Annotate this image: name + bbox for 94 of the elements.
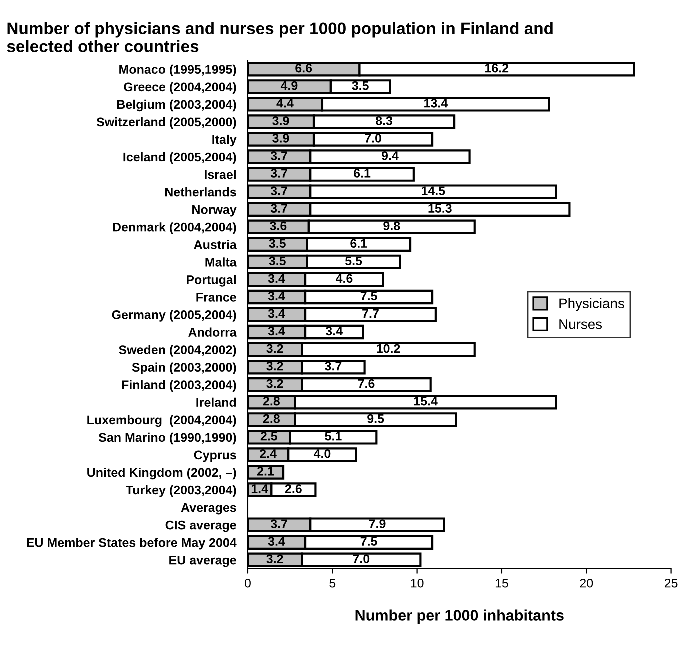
data-label: 1.4 bbox=[252, 484, 268, 494]
data-label: 9.4 bbox=[382, 152, 399, 160]
data-label: 2.8 bbox=[263, 414, 280, 424]
data-label: 7.5 bbox=[360, 537, 378, 546]
data-label: 7.5 bbox=[360, 292, 378, 301]
data-label: 2.8 bbox=[263, 396, 280, 406]
data-label: 3.4 bbox=[268, 292, 286, 301]
data-label: 3.2 bbox=[266, 362, 284, 371]
data-label: 3.4 bbox=[268, 326, 286, 336]
data-label: 15.4 bbox=[414, 397, 438, 406]
data-label: 3.4 bbox=[268, 309, 286, 318]
y-tick-label: Malta bbox=[206, 258, 237, 267]
data-label: 10.2 bbox=[377, 344, 400, 354]
data-label: 2.4 bbox=[260, 449, 277, 458]
data-label: 3.4 bbox=[268, 537, 286, 546]
y-tick-label: Cyprus bbox=[194, 450, 236, 462]
data-label: 16.2 bbox=[486, 64, 509, 73]
data-label: 3.6 bbox=[270, 222, 287, 230]
y-tick-label: Austria bbox=[194, 240, 237, 250]
data-label: 3.7 bbox=[270, 169, 288, 178]
y-tick-label: San Marino (1990,1990) bbox=[98, 432, 236, 445]
y-tick-label: Germany (2005,2004) bbox=[112, 310, 236, 322]
data-label: 2.5 bbox=[260, 432, 278, 441]
data-label: 7.7 bbox=[362, 309, 379, 318]
x-tick-label: 20 bbox=[580, 578, 594, 588]
data-label: 5.5 bbox=[346, 256, 362, 266]
data-label: 3.9 bbox=[272, 116, 290, 126]
y-tick-label: Belgium (2003,2004) bbox=[118, 100, 236, 112]
data-label: 3.5 bbox=[352, 81, 369, 90]
y-tick-label: Luxembourg (2004,2004) bbox=[88, 415, 236, 428]
data-label: 3.7 bbox=[325, 362, 342, 371]
data-label: 6.6 bbox=[296, 64, 312, 73]
data-label: 7.6 bbox=[358, 379, 375, 388]
data-label: 3.7 bbox=[270, 520, 288, 528]
data-label: 3.2 bbox=[266, 554, 284, 564]
data-label: 6.1 bbox=[350, 239, 368, 248]
data-label: 2.1 bbox=[257, 467, 274, 476]
data-label: 3.5 bbox=[269, 256, 286, 266]
y-tick-label: Averages bbox=[181, 503, 236, 515]
data-label: 13.4 bbox=[424, 98, 448, 108]
data-label: 3.4 bbox=[268, 274, 286, 284]
y-tick-label: EU Member States before May 2004 bbox=[27, 538, 237, 550]
data-label: 7.0 bbox=[365, 134, 382, 143]
y-tick-label: Finland (2003,2004) bbox=[122, 380, 236, 392]
data-label: 4.4 bbox=[276, 99, 294, 108]
data-label: 7.0 bbox=[353, 554, 370, 564]
x-tick-label: 10 bbox=[411, 578, 424, 588]
y-tick-label: Monaco (1995,1995) bbox=[120, 64, 236, 77]
y-tick-label: Turkey (2003,2004) bbox=[126, 485, 236, 498]
data-label: 4.9 bbox=[280, 81, 298, 90]
x-tick-label: 0 bbox=[244, 578, 251, 588]
x-axis-title: Number per 1000 inhabitants bbox=[356, 610, 564, 624]
x-tick-label: 5 bbox=[330, 579, 336, 588]
data-label: 6.1 bbox=[354, 169, 371, 178]
legend-label: Physicians bbox=[560, 298, 624, 312]
y-tick-label: Sweden (2004,2002) bbox=[119, 345, 236, 357]
y-tick-label: United Kingdom (2002, –) bbox=[88, 468, 236, 480]
y-tick-label: Italy bbox=[212, 134, 237, 147]
data-label: 3.2 bbox=[266, 344, 284, 354]
x-tick-label: 25 bbox=[664, 578, 678, 588]
y-tick-label: Norway bbox=[192, 206, 237, 217]
data-label: 3.7 bbox=[270, 152, 288, 160]
data-label: 9.5 bbox=[368, 414, 384, 424]
y-tick-label: Netherlands bbox=[165, 188, 236, 197]
data-label: 15.3 bbox=[428, 204, 452, 213]
data-label: 8.3 bbox=[376, 116, 393, 126]
y-tick-label: CIS average bbox=[166, 520, 236, 532]
data-label: 3.4 bbox=[326, 326, 343, 336]
y-tick-label: Andorra bbox=[188, 328, 237, 337]
data-label: 3.7 bbox=[270, 186, 288, 196]
data-label: 3.7 bbox=[270, 204, 288, 213]
data-label: 4.0 bbox=[314, 449, 331, 458]
data-label: 3.5 bbox=[269, 239, 286, 248]
y-tick-label: EU average bbox=[170, 556, 236, 568]
y-tick-label: Iceland (2005,2004) bbox=[124, 152, 236, 164]
y-tick-label: France bbox=[196, 293, 236, 302]
data-label: 5.1 bbox=[325, 432, 342, 441]
data-label: 7.9 bbox=[369, 520, 386, 528]
y-tick-label: Portugal bbox=[187, 275, 236, 287]
data-label: 9.8 bbox=[384, 222, 400, 230]
y-tick-label: Switzerland (2005,2000) bbox=[96, 117, 236, 130]
legend-label: Nurses bbox=[560, 320, 602, 330]
data-label: 3.2 bbox=[266, 379, 284, 388]
y-tick-label: Greece (2004,2004) bbox=[124, 82, 236, 94]
data-label: 4.6 bbox=[336, 274, 353, 284]
y-tick-label: Denmark (2004,2004) bbox=[113, 222, 236, 234]
data-label: 3.9 bbox=[272, 134, 290, 143]
chart-title: Number of physicians and nurses per 1000 population in Finland and selected other countries bbox=[7, 22, 553, 52]
data-label: 2.6 bbox=[285, 484, 302, 494]
y-tick-label: Spain (2003,2000) bbox=[132, 362, 236, 374]
y-tick-label: Israel bbox=[205, 170, 236, 180]
x-tick-label: 15 bbox=[496, 579, 508, 588]
data-label: 14.5 bbox=[422, 186, 446, 196]
y-tick-label: Ireland bbox=[196, 398, 236, 408]
